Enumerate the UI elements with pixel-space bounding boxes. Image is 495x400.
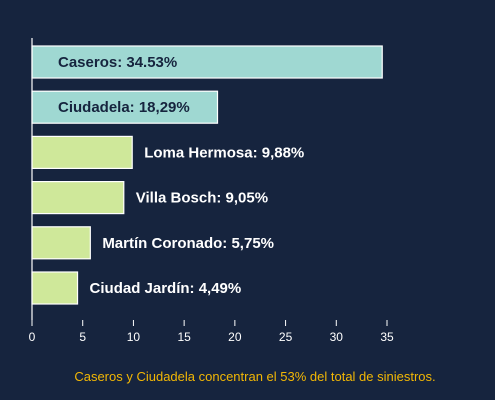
bar-2: [31, 135, 133, 169]
bars-group: Caseros: 34.53% Ciudadela: 18,29% Loma Her…: [31, 45, 383, 305]
bar-3: [31, 181, 125, 215]
bar-label-5: Ciudad Jardín: 4,49%: [90, 280, 242, 297]
x-tick-label-0: 0: [29, 330, 36, 344]
x-tick-label-1: 5: [79, 330, 86, 344]
x-tick-label-3: 15: [177, 330, 191, 344]
x-tick-label-7: 35: [380, 330, 394, 344]
bar-label-3: Villa Bosch: 9,05%: [136, 190, 268, 207]
bar-label-1: Ciudadela: 18,29%: [58, 99, 190, 116]
chart-caption: Caseros y Ciudadela concentran el 53% de…: [74, 369, 436, 384]
x-tick-label-4: 20: [228, 330, 242, 344]
bar-5: [31, 271, 79, 305]
bar-label-4: Martín Coronado: 5,75%: [102, 235, 274, 252]
x-tick-label-5: 25: [279, 330, 293, 344]
bar-4: [31, 226, 91, 260]
bar-label-2: Loma Hermosa: 9,88%: [144, 144, 304, 161]
x-tick-label-2: 10: [127, 330, 141, 344]
bar-1: [31, 90, 219, 124]
x-tick-label-6: 30: [330, 330, 344, 344]
bar-0: [31, 45, 383, 79]
bar-label-0: Caseros: 34.53%: [58, 54, 177, 71]
x-axis-ticks: 0 5 10 15 20 25 30 35: [29, 320, 394, 344]
